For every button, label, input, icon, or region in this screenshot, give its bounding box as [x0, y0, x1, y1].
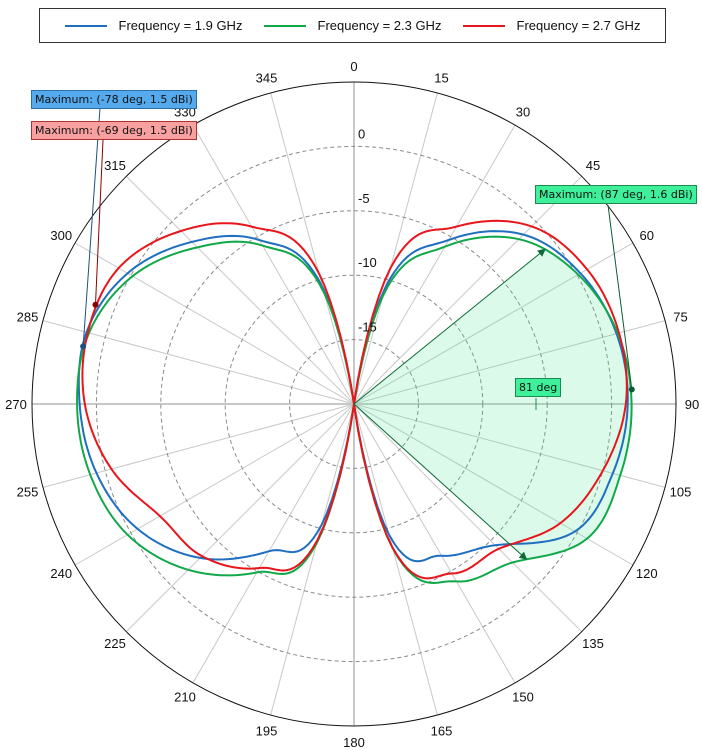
spoke-line — [125, 403, 355, 633]
spoke-line — [270, 92, 355, 405]
spoke-line — [270, 403, 355, 716]
spoke-line — [353, 175, 583, 405]
angle-tick-label: 15 — [434, 71, 448, 86]
spoke-line — [74, 242, 355, 405]
angle-tick-label: 120 — [636, 566, 658, 581]
polar-grid — [31, 81, 677, 727]
beamwidth-fill — [354, 249, 632, 560]
max-marker — [628, 386, 635, 393]
chart-legend: Frequency = 1.9 GHz Frequency = 2.3 GHz … — [39, 8, 666, 43]
angle-tick-label: 240 — [50, 566, 72, 581]
callout-max-2.7ghz[interactable]: Maximum: (-69 deg, 1.5 dBi) — [31, 121, 197, 140]
angle-tick-label: 165 — [431, 723, 453, 738]
legend-swatch-blue — [64, 24, 107, 27]
spoke-line — [42, 320, 355, 405]
legend-item-2.7ghz[interactable]: Frequency = 2.7 GHz — [462, 18, 641, 33]
outer-circle — [31, 81, 677, 727]
radial-ring — [289, 339, 419, 469]
series-curve-2 — [81, 219, 628, 580]
legend-swatch-green — [263, 24, 306, 27]
spoke-line — [192, 403, 355, 684]
legend-label: Frequency = 2.7 GHz — [516, 18, 641, 33]
spoke-line — [353, 320, 666, 405]
angle-tick-label: 345 — [256, 71, 278, 86]
angle-tick-label: 270 — [5, 397, 27, 412]
angle-tick-label: 45 — [586, 158, 600, 173]
spoke-line — [74, 403, 355, 566]
angle-tick-label: 105 — [670, 484, 692, 499]
angle-tick-label: 210 — [174, 690, 196, 705]
angle-tick-label: 225 — [104, 636, 126, 651]
angle-tick-label: 90 — [685, 397, 699, 412]
beamwidth-sector — [354, 249, 632, 560]
spoke-line — [353, 403, 438, 716]
spoke-line — [125, 175, 355, 405]
legend-swatch-red — [462, 24, 505, 27]
radial-ring — [95, 145, 613, 663]
callout-beamwidth[interactable]: 81 deg — [515, 378, 562, 397]
beamwidth-arrow — [353, 248, 546, 405]
beamwidth-arrow — [353, 403, 528, 560]
radial-ring — [160, 210, 548, 598]
max-leader-line — [94, 139, 104, 305]
max-marker — [92, 301, 99, 308]
angle-tick-label: 300 — [50, 228, 72, 243]
legend-label: Frequency = 2.3 GHz — [317, 18, 442, 33]
max-marker — [80, 343, 87, 350]
angle-tick-label: 315 — [104, 158, 126, 173]
angle-tick-label: 285 — [17, 310, 39, 325]
angle-tick-label: 255 — [17, 484, 39, 499]
spoke-line — [353, 92, 438, 405]
legend-label: Frequency = 1.9 GHz — [118, 18, 243, 33]
annotation-leaders — [80, 107, 635, 560]
angle-tick-label: 60 — [639, 228, 653, 243]
radial-tick-label: 0 — [358, 126, 365, 141]
legend-item-1.9ghz[interactable]: Frequency = 1.9 GHz — [64, 18, 243, 33]
angle-tick-label: 30 — [516, 104, 530, 119]
callout-max-2.3ghz[interactable]: Maximum: (87 deg, 1.6 dBi) — [535, 185, 697, 204]
radial-ring — [224, 274, 484, 534]
axis-labels: 0 15 30 45 60 75 90 105 120 135 150 165 180 195 210 225… — [5, 59, 699, 750]
legend-item-2.3ghz[interactable]: Frequency = 2.3 GHz — [263, 18, 442, 33]
angle-tick-label: 135 — [582, 636, 604, 651]
spoke-line — [192, 124, 355, 405]
max-leader-line — [607, 204, 633, 390]
max-leader-line — [82, 107, 101, 347]
angle-tick-label: 180 — [343, 735, 365, 750]
radial-tick-label: -15 — [358, 320, 377, 335]
spoke-line — [353, 403, 583, 633]
callout-max-1.9ghz[interactable]: Maximum: (-78 deg, 1.5 dBi) — [31, 90, 197, 109]
angle-tick-label: 195 — [256, 723, 278, 738]
angle-tick-label: 75 — [673, 310, 687, 325]
spoke-line — [353, 124, 516, 405]
spoke-line — [42, 403, 355, 488]
radial-tick-label: -5 — [358, 191, 370, 206]
spoke-line — [353, 403, 516, 684]
angle-tick-label: 150 — [512, 690, 534, 705]
angle-tick-label: 0 — [350, 59, 357, 74]
radial-tick-label: -10 — [358, 255, 377, 270]
